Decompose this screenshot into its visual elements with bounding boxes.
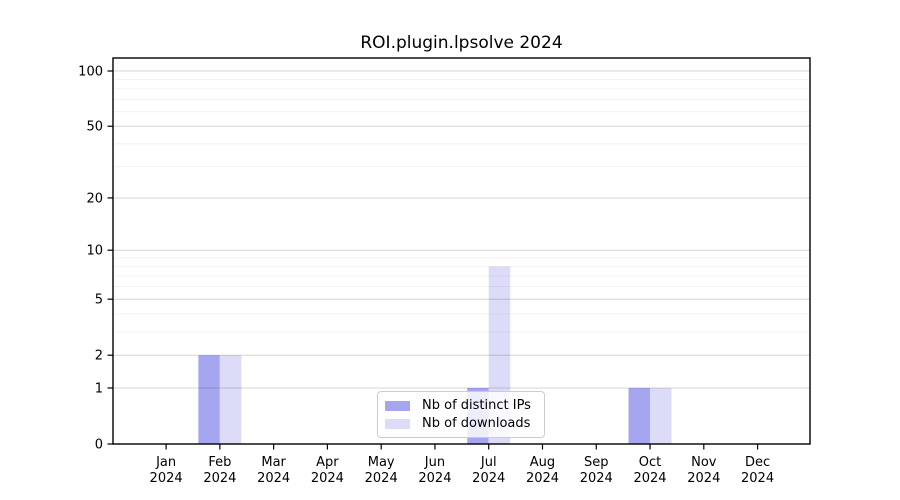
plot-border xyxy=(112,57,811,445)
x-tick-label-year: 2024 xyxy=(365,471,398,486)
legend: Nb of distinct IPs Nb of downloads xyxy=(377,391,545,438)
x-tick-label-year: 2024 xyxy=(633,471,666,486)
x-tick-label-month: Feb xyxy=(208,455,231,470)
bar-distinct-ips xyxy=(628,387,651,444)
x-tick-label-year: 2024 xyxy=(203,471,236,486)
x-tick-label-month: Sep xyxy=(584,455,609,470)
x-tick-label-year: 2024 xyxy=(580,471,613,486)
x-tick-label-month: Mar xyxy=(261,455,286,470)
x-tick-label-year: 2024 xyxy=(311,471,344,486)
legend-swatch-downloads-icon xyxy=(385,418,410,429)
y-tick-label: 100 xyxy=(78,65,103,80)
x-tick-label-month: Dec xyxy=(745,455,770,470)
y-tick-label: 20 xyxy=(86,191,103,206)
x-tick-label-month: Nov xyxy=(691,455,717,470)
y-tick-label: 1 xyxy=(95,381,103,396)
bar-downloads xyxy=(219,355,242,444)
y-tick-label: 50 xyxy=(86,120,103,135)
legend-item-distinct-ips: Nb of distinct IPs xyxy=(385,397,544,413)
x-tick-label-month: May xyxy=(368,455,395,470)
x-tick-label-month: Jan xyxy=(155,455,176,470)
y-tick-label: 2 xyxy=(95,349,103,364)
x-tick-label-year: 2024 xyxy=(150,471,183,486)
x-tick-label-year: 2024 xyxy=(472,471,505,486)
legend-label-distinct-ips: Nb of distinct IPs xyxy=(422,397,531,413)
x-tick-label-month: Jun xyxy=(424,455,445,470)
legend-swatch-distinct-ips-icon xyxy=(385,400,410,411)
bar-downloads xyxy=(650,387,672,444)
chart-title: ROI.plugin.lpsolve 2024 xyxy=(360,33,563,53)
x-tick-label-month: Apr xyxy=(316,455,339,470)
bar-distinct-ips xyxy=(198,355,220,444)
x-tick-label-year: 2024 xyxy=(418,471,451,486)
y-tick-label: 0 xyxy=(95,438,103,453)
x-tick-label-year: 2024 xyxy=(526,471,559,486)
y-tick-label: 10 xyxy=(86,244,103,259)
x-tick-label-year: 2024 xyxy=(257,471,290,486)
legend-item-downloads: Nb of downloads xyxy=(385,415,544,431)
y-tick-label: 5 xyxy=(95,293,103,308)
x-tick-label-month: Oct xyxy=(639,455,661,470)
x-tick-label-month: Jul xyxy=(480,455,497,470)
x-tick-label-year: 2024 xyxy=(741,471,774,486)
x-tick-label-month: Aug xyxy=(530,455,555,470)
x-tick-label-year: 2024 xyxy=(687,471,720,486)
legend-label-downloads: Nb of downloads xyxy=(422,415,531,431)
